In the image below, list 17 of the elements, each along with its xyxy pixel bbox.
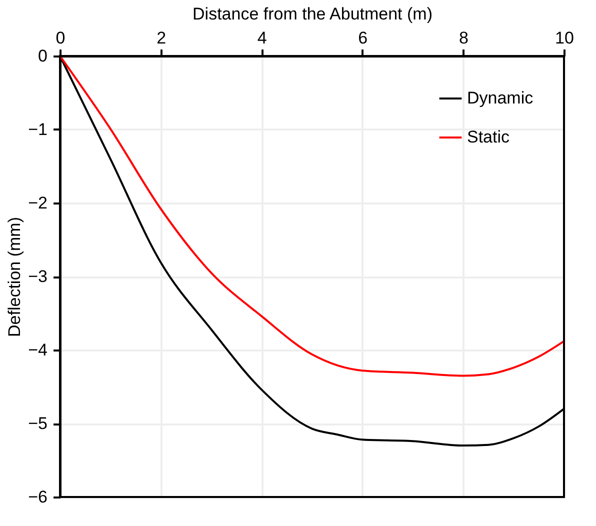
- legend-label: Static: [467, 128, 510, 146]
- x-tick-label: 0: [56, 28, 66, 48]
- y-tick-label: 0: [38, 46, 48, 66]
- y-axis-title: Deflection (mm): [5, 217, 24, 337]
- x-tick-label: 10: [555, 28, 574, 48]
- y-tick-label: −3: [28, 267, 48, 286]
- y-tick-label: −5: [28, 414, 48, 433]
- x-tick-label: 2: [156, 28, 166, 48]
- legend-label: Dynamic: [467, 88, 534, 108]
- x-axis-title: Distance from the Abutment (m): [192, 4, 432, 24]
- y-tick-label: −1: [28, 120, 48, 139]
- y-tick-label: −2: [28, 194, 48, 212]
- y-tick-label: −6: [28, 488, 48, 506]
- x-tick-label: 6: [358, 28, 368, 48]
- y-tick-label: −4: [28, 340, 48, 360]
- x-tick-label: 8: [458, 28, 468, 48]
- x-tick-label: 4: [257, 28, 267, 48]
